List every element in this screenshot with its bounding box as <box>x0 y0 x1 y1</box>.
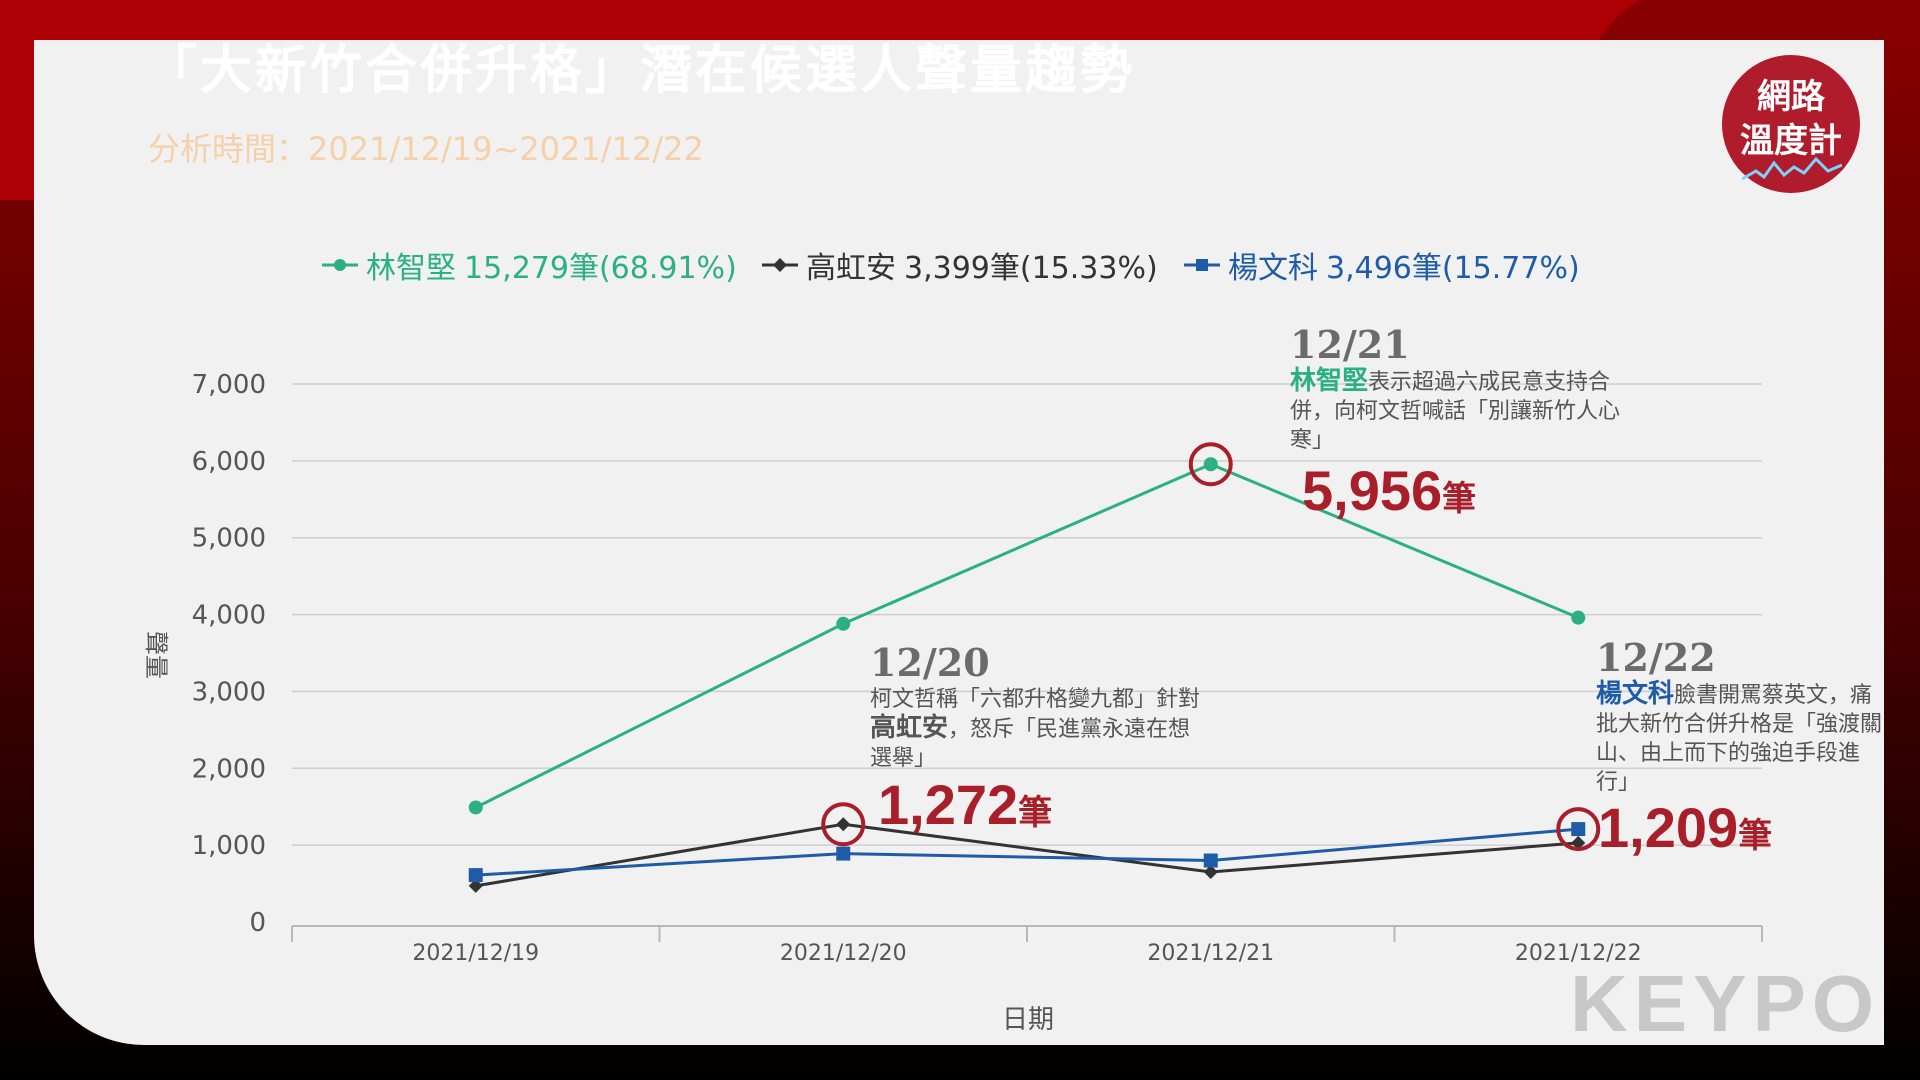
annotation-count-1221: 5,956筆 <box>1302 459 1477 522</box>
series-line <box>475 462 1579 809</box>
annotation-name: 楊文科 <box>1596 679 1675 709</box>
highlight-ring <box>821 802 866 847</box>
y-tick-label: 0 <box>249 908 266 938</box>
y-tick-label: 3,000 <box>192 677 266 707</box>
x-tick-label: 2021/12/22 <box>1515 941 1642 966</box>
y-tick-label: 1,000 <box>192 831 266 861</box>
legend-summary: 3,496筆(15.77%) <box>1326 251 1580 286</box>
x-tick-label: 2021/12/20 <box>780 941 907 966</box>
data-point <box>1203 457 1218 472</box>
logo-line-2: 溫度計 <box>1740 121 1842 161</box>
annotation-date: 12/20 <box>870 640 990 685</box>
data-point <box>836 817 851 832</box>
annotation-count-1220: 1,272筆 <box>878 773 1053 836</box>
annotation-1221: 12/21 林智堅表示超過六成民意支持合併，向柯文哲喊話「別讓新竹人心寒」 <box>1290 322 1620 455</box>
annotation-name: 高虹安 <box>870 713 949 743</box>
legend-summary: 3,399筆(15.33%) <box>904 251 1158 286</box>
annotation-count-1222: 1,209筆 <box>1598 796 1773 859</box>
legend-yang: 楊文科 3,496筆(15.77%) <box>1184 243 1580 287</box>
annotation-1222: 12/22 楊文科臉書開罵蔡英文，痛批大新竹合併升格是「強渡關山、由上而下的強迫… <box>1596 635 1886 797</box>
data-point <box>836 846 851 861</box>
keypo-watermark: KEYPO <box>1570 959 1881 1048</box>
x-axis-title: 日期 <box>1002 1005 1054 1035</box>
data-point <box>836 616 851 631</box>
highlight-ring <box>1556 807 1601 852</box>
x-tick-label: 2021/12/21 <box>1147 941 1274 966</box>
legend-name: 高虹安 <box>806 251 896 286</box>
chart-panel <box>34 40 1884 1045</box>
legend-kao: 高虹安 3,399筆(15.33%) <box>762 243 1158 287</box>
y-tick-label: 7,000 <box>192 370 266 400</box>
legend-square-icon <box>1184 259 1220 271</box>
y-tick-label: 5,000 <box>192 524 266 554</box>
data-point <box>1203 853 1218 868</box>
data-point <box>468 878 483 893</box>
legend-name: 林智堅 <box>366 251 456 286</box>
annotation-text: 楊文科臉書開罵蔡英文，痛批大新竹合併升格是「強渡關山、由上而下的強迫手段進行」 <box>1596 679 1883 796</box>
page-title: 「大新竹合併升格」潛在候選人聲量趨勢 <box>145 41 1136 101</box>
legend-summary: 15,279筆(68.91%) <box>464 251 737 286</box>
data-point <box>1571 610 1586 625</box>
brand-logo: 網路 溫度計 <box>1722 55 1860 193</box>
data-point <box>468 868 483 883</box>
annotation-1220: 12/20 柯文哲稱「六都升格變九都」針對高虹安，怒斥「民進黨永遠在想選舉」 <box>870 640 1200 773</box>
annotation-name: 林智堅 <box>1290 366 1369 396</box>
annotation-date: 12/21 <box>1290 322 1410 367</box>
highlight-ring <box>1188 442 1233 487</box>
data-point <box>1203 865 1218 880</box>
legend-name: 楊文科 <box>1228 251 1318 286</box>
data-point <box>1571 835 1586 850</box>
legend-lin: 林智堅 15,279筆(68.91%) <box>322 243 737 287</box>
y-tick-label: 4,000 <box>192 601 266 631</box>
pulse-icon <box>1742 157 1842 181</box>
annotation-text: 林智堅表示超過六成民意支持合併，向柯文哲喊話「別讓新竹人心寒」 <box>1290 366 1621 454</box>
legend-circle-icon <box>322 259 358 271</box>
annotation-date: 12/22 <box>1596 635 1716 680</box>
y-tick-label: 6,000 <box>192 447 266 477</box>
data-point <box>468 800 483 815</box>
data-point <box>1571 822 1586 837</box>
logo-line-1: 網路 <box>1757 77 1825 117</box>
y-tick-label: 2,000 <box>192 754 266 784</box>
analysis-period: 分析時間：2021/12/19~2021/12/22 <box>148 130 704 168</box>
annotation-text: 柯文哲稱「六都升格變九都」針對高虹安，怒斥「民進黨永遠在想選舉」 <box>870 687 1201 771</box>
series-line <box>475 827 1579 877</box>
legend-diamond-icon <box>762 258 798 272</box>
x-tick-label: 2021/12/19 <box>412 941 539 966</box>
y-axis-title: 聲量 <box>142 631 170 679</box>
series-line <box>475 822 1579 888</box>
